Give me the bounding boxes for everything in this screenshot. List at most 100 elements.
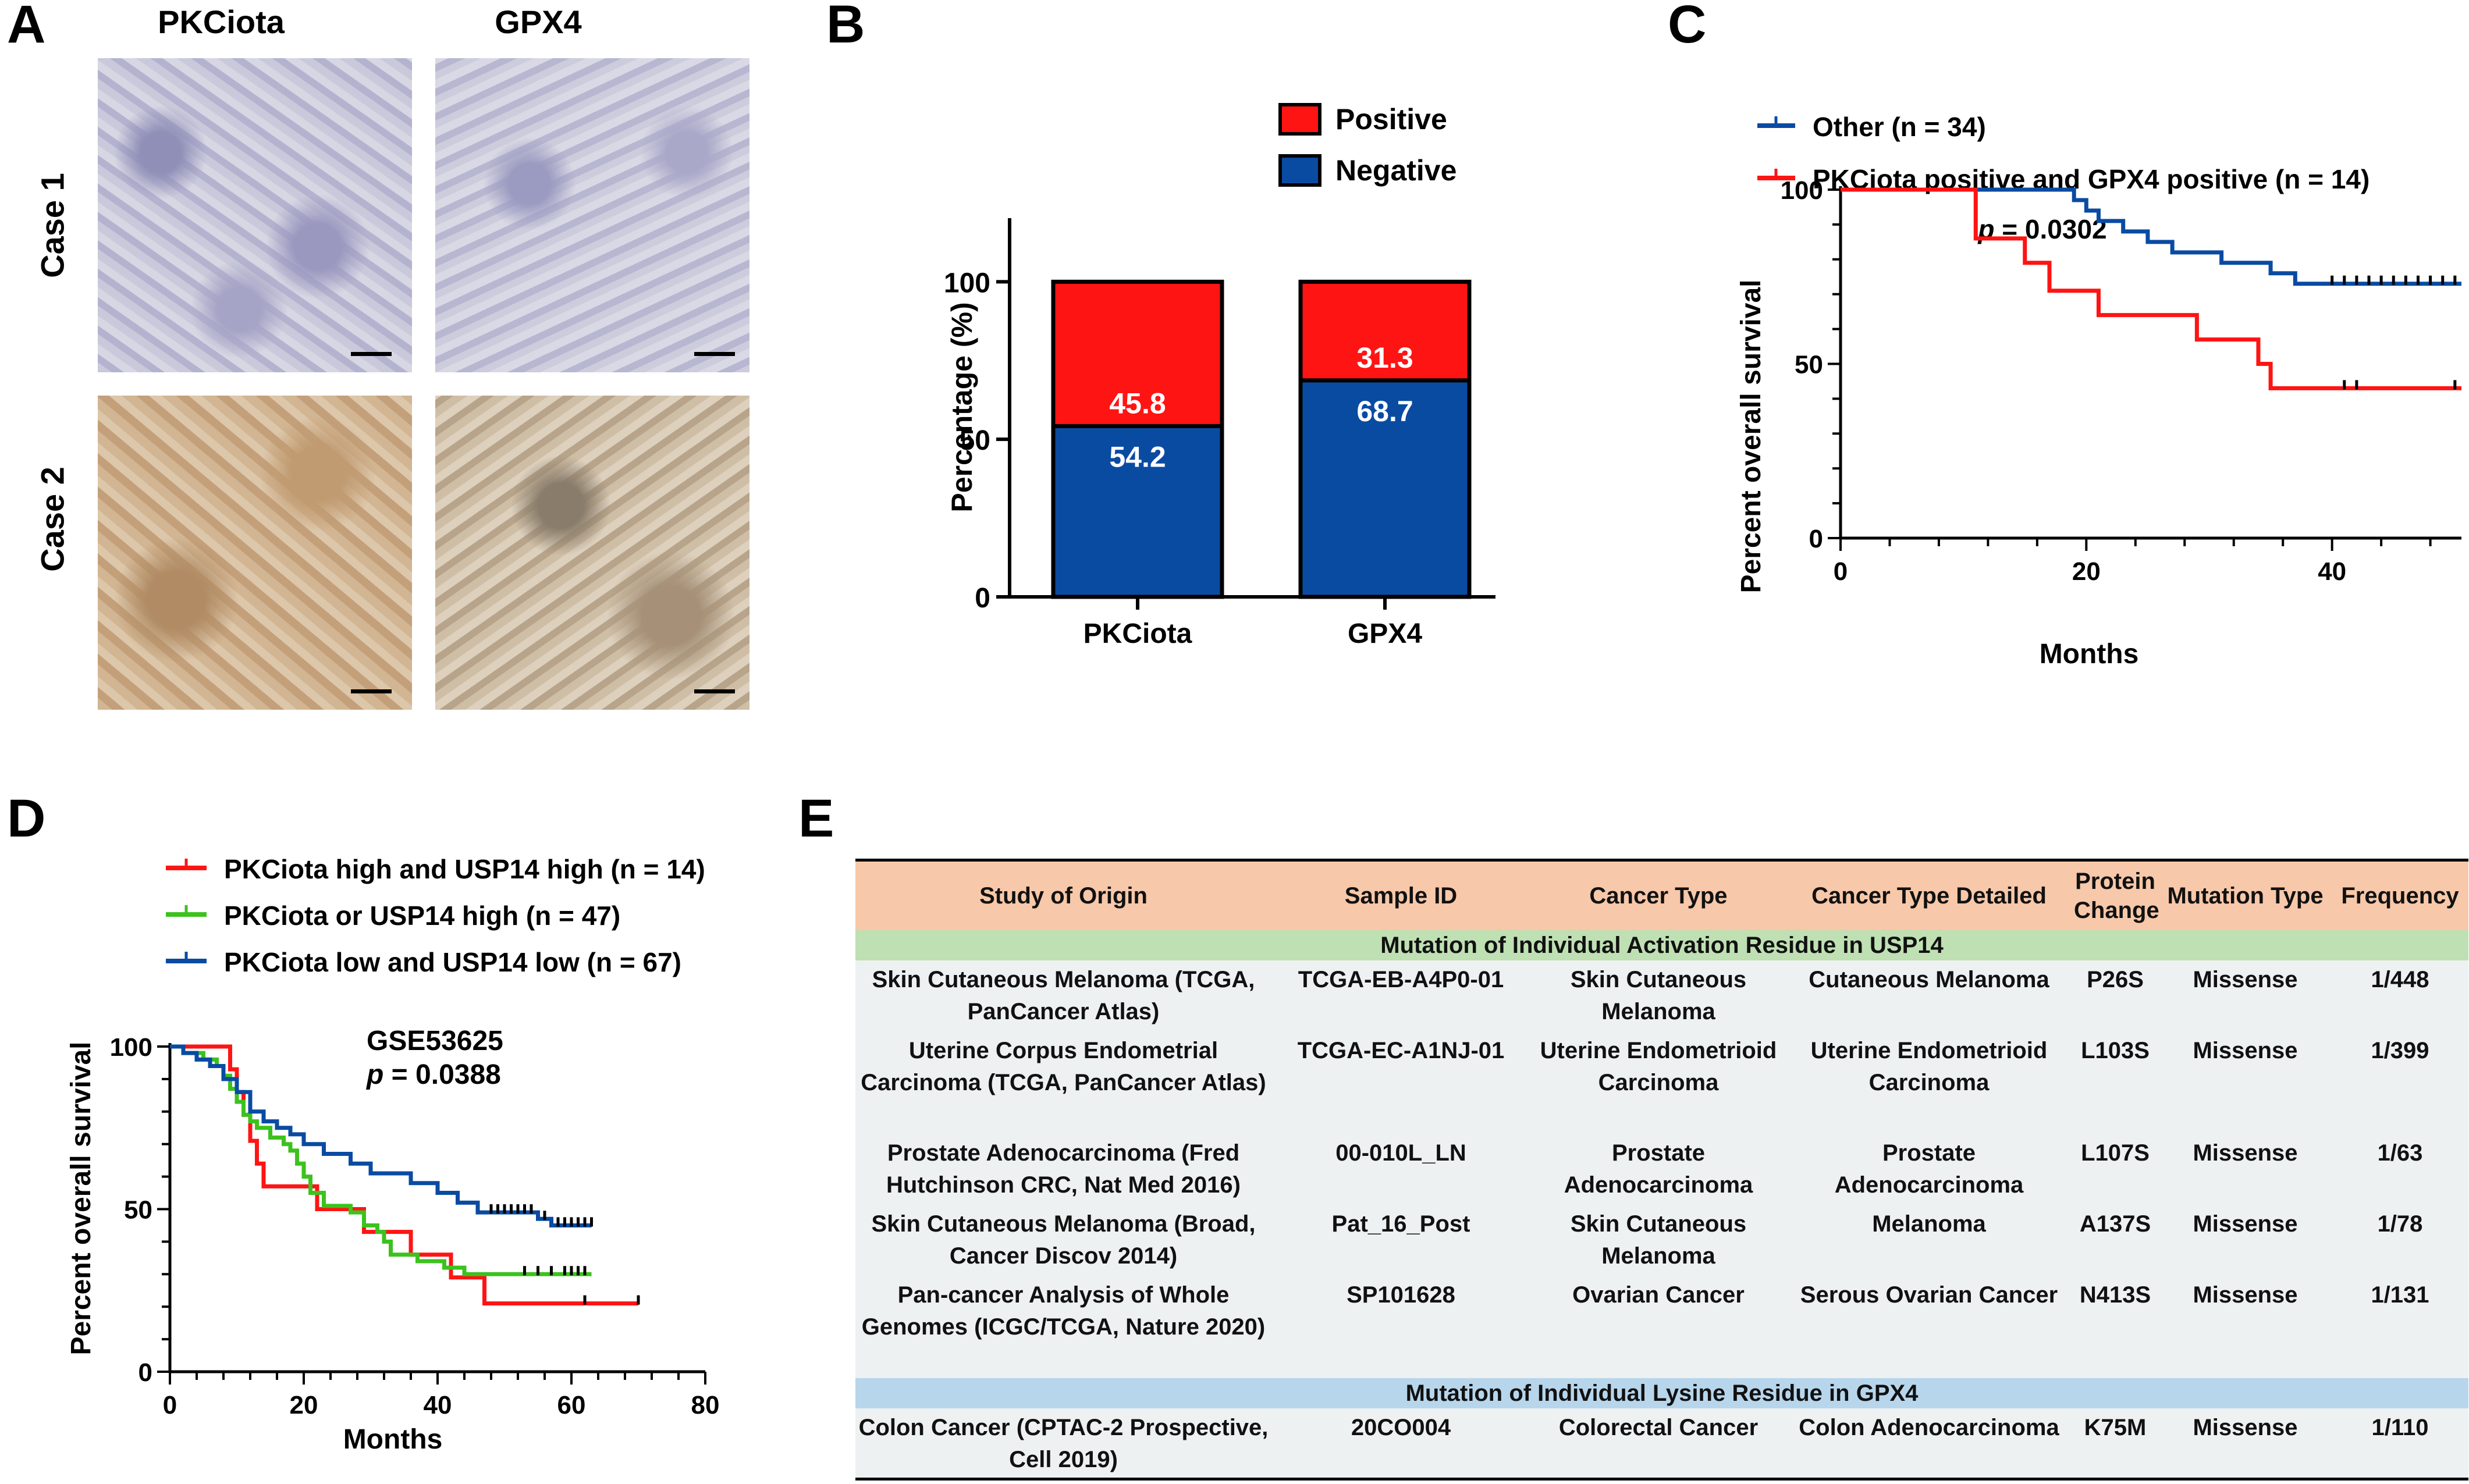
cell-cancer-type-detailed: Uterine Endometrioid Carcinoma: [1810, 1038, 2048, 1095]
section-title: Mutation of Individual Lysine Residue in…: [1405, 1380, 1919, 1406]
y-ticks: 0 50 100: [944, 268, 1010, 614]
header-cancer-type: Cancer Type: [1530, 862, 1786, 930]
cell-study-of-origin: Prostate Adenocarcinoma (Fred Hutchinson…: [886, 1140, 1241, 1198]
y-axis-label: Percent overall survival: [1736, 280, 1767, 593]
y-tick-label: 0: [1809, 525, 1823, 553]
cell-protein-change: K75M: [2084, 1415, 2147, 1440]
cell-frequency: 1/399: [2371, 1038, 2429, 1063]
bars: 54.2 45.8 PKCiota 68.7 31.3 GPX4: [1051, 279, 1472, 649]
legend-label-positive: Positive: [1335, 103, 1447, 136]
panel-e-letter: E: [798, 789, 834, 848]
cell-study-of-origin: Skin Cutaneous Melanoma (Broad, Cancer D…: [871, 1211, 1256, 1269]
cell-protein-change: P26S: [2087, 967, 2144, 992]
y-tick-label: 0: [138, 1358, 152, 1387]
bar-positive-pkciota: [1051, 279, 1224, 428]
x-tick-label: 0: [1834, 557, 1848, 586]
bar-value-label: 45.8: [1109, 387, 1166, 419]
scale-bar: [694, 352, 735, 356]
cell-cancer-type: Uterine Endometrioid Carcinoma: [1540, 1038, 1777, 1095]
legend-label-negative: Negative: [1335, 154, 1456, 187]
panel-d-km-chart: PKCiota high and USP14 high (n = 14) PKC…: [66, 854, 719, 1455]
scale-bar: [694, 689, 735, 693]
cell-sample-id: 00-010L_LN: [1335, 1140, 1466, 1166]
x-tick-label: 40: [2318, 557, 2346, 586]
ihc-image-case2-pkciota: [98, 396, 412, 710]
header-sample-id: Sample ID: [1271, 862, 1530, 930]
cell-study-of-origin: Skin Cutaneous Melanoma (TCGA, PanCancer…: [872, 967, 1255, 1024]
cell-frequency: 1/63: [2377, 1140, 2423, 1166]
cell-cancer-type-detailed: Melanoma: [1872, 1211, 1986, 1237]
cell-mutation-type: Missense: [2193, 1282, 2298, 1308]
table-row: Skin Cutaneous Melanoma (Broad, Cancer D…: [855, 1205, 2468, 1276]
x-axis-label: Months: [343, 1424, 443, 1455]
cell-mutation-type: Missense: [2193, 1415, 2298, 1440]
cell-sample-id: 20CO004: [1351, 1415, 1451, 1440]
cell-study-of-origin: Uterine Corpus Endometrial Carcinoma (TC…: [861, 1038, 1266, 1095]
y-tick-label: 0: [975, 583, 990, 614]
ihc-image-case1-gpx4: [435, 58, 749, 372]
table-bottom-rule: [855, 1478, 2468, 1481]
legend-label-low-low: PKCiota low and USP14 low (n = 67): [224, 947, 681, 977]
bar-value-label: 31.3: [1356, 341, 1413, 374]
cell-frequency: 1/131: [2371, 1282, 2429, 1308]
cell-cancer-type-detailed: Prostate Adenocarcinoma: [1834, 1140, 2024, 1198]
header-protein-change: Protein Change: [2072, 862, 2159, 930]
table-row: Uterine Corpus Endometrial Carcinoma (TC…: [855, 1031, 2468, 1134]
survival-curve-2: [170, 1044, 592, 1227]
cell-sample-id: Pat_16_Post: [1331, 1211, 1470, 1237]
scale-bar: [351, 352, 392, 356]
legend-swatch-negative: [1278, 154, 1321, 187]
bar-value-label: 54.2: [1109, 440, 1166, 473]
table-row: Pan-cancer Analysis of Whole Genomes (IC…: [855, 1276, 2468, 1378]
cell-study-of-origin: Colon Cancer (CPTAC-2 Prospective, Cell …: [858, 1415, 1269, 1472]
panel-d-letter: D: [7, 789, 46, 848]
header-mutation-type: Mutation Type: [2159, 862, 2332, 930]
p-value: p = 0.0388: [365, 1059, 501, 1090]
table-row: Colon Cancer (CPTAC-2 Prospective, Cell …: [855, 1408, 2468, 1479]
cell-study-of-origin: Pan-cancer Analysis of Whole Genomes (IC…: [861, 1282, 1266, 1340]
ihc-image-case1-pkciota: [98, 58, 412, 372]
cell-cancer-type-detailed: Cutaneous Melanoma: [1809, 967, 2049, 992]
survival-curve-1: [1841, 187, 2461, 390]
panel-b-letter: B: [826, 0, 865, 54]
bar-value-label: 68.7: [1356, 395, 1413, 428]
section-header-usp14: Mutation of Individual Activation Residu…: [855, 930, 2468, 960]
km-plot-area: 0204060050100: [1781, 176, 2461, 586]
panel-a-col-label-gpx4: GPX4: [495, 3, 582, 40]
x-tick-label: GPX4: [1348, 618, 1422, 649]
cell-frequency: 1/448: [2371, 967, 2429, 992]
cell-frequency: 1/78: [2377, 1211, 2423, 1237]
panel-c-km-chart: Other (n = 34) PKCiota positive and GPX4…: [1736, 112, 2461, 670]
cell-cancer-type: Skin Cutaneous Melanoma: [1570, 967, 1747, 1024]
table-row: Skin Cutaneous Melanoma (TCGA, PanCancer…: [855, 960, 2468, 1031]
table-top-rule: [855, 859, 2468, 862]
cell-frequency: 1/110: [2371, 1415, 2429, 1440]
panel-b-bar-chart: Positive Negative 0 50 100 54.2 45.8 PKCiota…: [944, 103, 1495, 649]
y-axis-label: Percentage (%): [946, 302, 978, 512]
y-tick-label: 100: [110, 1033, 152, 1062]
y-tick-label: 50: [1795, 351, 1823, 379]
x-tick-label: PKCiota: [1083, 618, 1192, 649]
y-tick-label: 100: [944, 268, 990, 298]
x-tick-label: 20: [2072, 557, 2101, 586]
ihc-image-case2-gpx4: [435, 396, 749, 710]
header-cancer-type-detailed: Cancer Type Detailed: [1786, 862, 2072, 930]
cell-sample-id: TCGA-EB-A4P0-01: [1298, 967, 1504, 992]
cell-cancer-type: Ovarian Cancer: [1572, 1282, 1745, 1308]
cell-protein-change: L107S: [2081, 1140, 2150, 1166]
table-header-row: Study of Origin Sample ID Cancer Type Ca…: [855, 862, 2468, 930]
bar-negative-gpx4: [1298, 378, 1472, 599]
section-header-gpx4: Mutation of Individual Lysine Residue in…: [855, 1378, 2468, 1408]
scale-bar: [351, 689, 392, 693]
legend-label-high-high: PKCiota high and USP14 high (n = 14): [224, 854, 705, 884]
header-frequency: Frequency: [2332, 862, 2468, 930]
panel-a-row-label-case1: Case 1: [34, 173, 71, 278]
cell-mutation-type: Missense: [2193, 1140, 2298, 1166]
x-tick-label: 0: [163, 1391, 177, 1419]
cell-mutation-type: Missense: [2193, 967, 2298, 992]
panel-a-row-label-case2: Case 2: [34, 467, 71, 572]
survival-curve-0: [1841, 187, 2461, 286]
cell-protein-change: N413S: [2079, 1282, 2151, 1308]
y-tick-label: 50: [124, 1196, 152, 1225]
x-tick-label: 40: [424, 1391, 452, 1419]
